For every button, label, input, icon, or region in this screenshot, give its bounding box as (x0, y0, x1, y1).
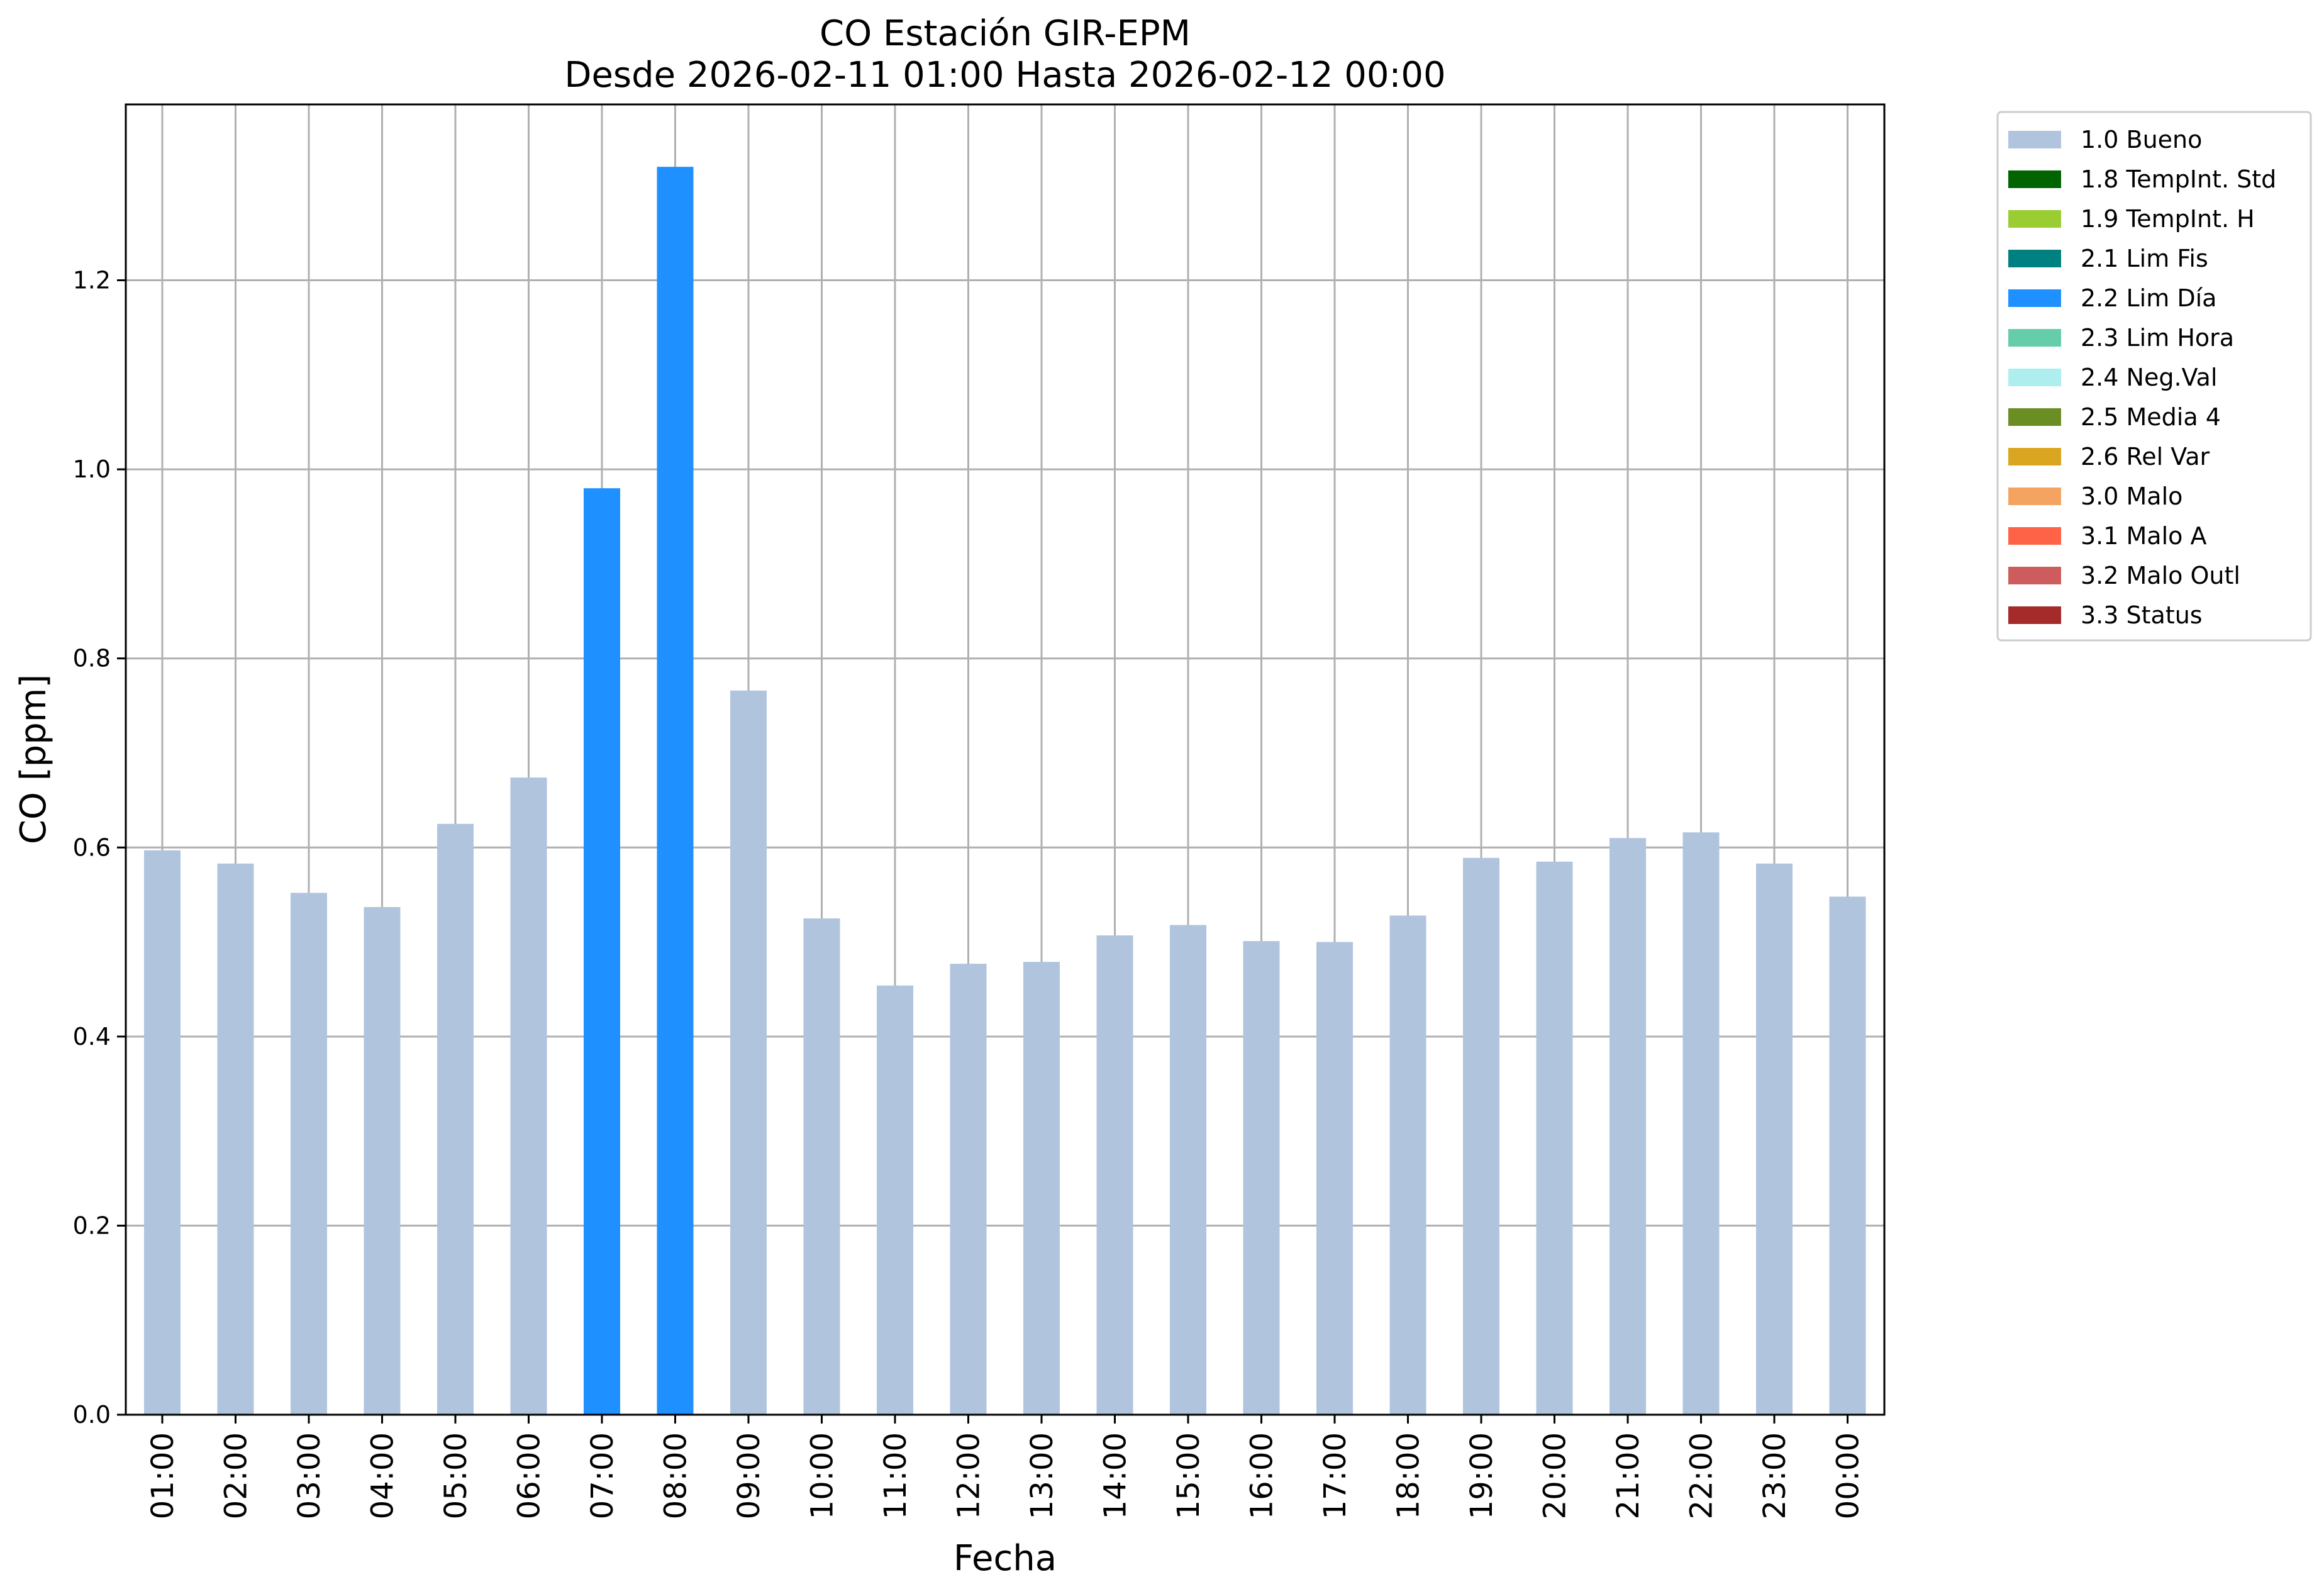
x-tick-label: 02:00 (219, 1432, 254, 1519)
legend-entries: 1.0 Bueno 1.8 TempInt. Std 1.9 TempInt. H 2… (2008, 126, 2276, 629)
legend-swatch (2008, 527, 2061, 545)
x-tick-label: 14:00 (1098, 1432, 1133, 1519)
y-axis-ticks: 0.0 0.2 0.4 0.6 0.8 1.0 1.2 (73, 267, 126, 1429)
legend-swatch (2008, 408, 2061, 426)
legend-label: 2.1 Lim Fis (2081, 245, 2208, 272)
x-tick-label: 13:00 (1025, 1432, 1060, 1519)
bars (144, 167, 1866, 1415)
y-tick-label: 0.0 (73, 1401, 111, 1429)
legend-label: 2.4 Neg.Val (2081, 364, 2217, 391)
legend-label: 2.2 Lim Día (2081, 284, 2216, 312)
legend-label: 1.0 Bueno (2081, 126, 2202, 153)
bar-0500 (437, 823, 474, 1415)
bar-1000 (803, 918, 840, 1415)
x-tick-label: 21:00 (1611, 1432, 1646, 1519)
y-tick-label: 1.0 (73, 455, 111, 483)
bar-0400 (364, 906, 401, 1415)
legend-label: 3.0 Malo (2081, 482, 2182, 510)
plot-frame (125, 103, 1886, 1416)
x-tick-label: 12:00 (952, 1432, 987, 1519)
legend-label: 1.9 TempInt. H (2081, 205, 2255, 233)
x-tick-label: 03:00 (292, 1432, 327, 1519)
bar-0200 (217, 863, 254, 1415)
legend-swatch (2008, 369, 2061, 386)
bar-2200 (1682, 832, 1720, 1415)
legend-swatch (2008, 329, 2061, 347)
x-tick-label: 22:00 (1684, 1432, 1720, 1519)
x-tick-label: 09:00 (731, 1432, 767, 1519)
bar-2300 (1756, 863, 1793, 1415)
bar-0600 (510, 777, 547, 1415)
legend-frame (1996, 111, 2312, 642)
bar-0800 (657, 167, 694, 1415)
bar-1300 (1023, 962, 1060, 1415)
x-tick-label: 20:00 (1538, 1432, 1573, 1519)
bar-1700 (1316, 942, 1353, 1415)
x-tick-label: 19:00 (1464, 1432, 1499, 1519)
y-tick-label: 0.6 (73, 833, 111, 861)
x-tick-label: 17:00 (1318, 1432, 1353, 1519)
bar-0300 (291, 893, 327, 1415)
x-tick-label: 00:00 (1831, 1432, 1866, 1519)
bar-1800 (1389, 915, 1426, 1415)
bar-1200 (950, 964, 987, 1415)
bar-1400 (1096, 935, 1133, 1415)
legend-label: 2.5 Media 4 (2081, 403, 2221, 431)
chart-title-line2: Desde 2026-02-11 01:00 Hasta 2026-02-12 … (564, 55, 1445, 96)
x-tick-label: 08:00 (659, 1432, 694, 1519)
x-axis-label: Fecha (954, 1538, 1057, 1579)
y-tick-label: 0.2 (73, 1212, 111, 1239)
bar-0900 (730, 690, 767, 1415)
y-tick-label: 0.4 (73, 1023, 111, 1051)
x-tick-label: 11:00 (878, 1432, 913, 1519)
x-tick-label: 07:00 (585, 1432, 620, 1519)
y-tick-label: 0.8 (73, 645, 111, 672)
legend: 1.0 Bueno 1.8 TempInt. Std 1.9 TempInt. H 2… (1996, 111, 2312, 642)
bar-1900 (1463, 857, 1499, 1415)
bar-2000 (1536, 861, 1573, 1415)
y-tick-label: 1.2 (73, 267, 111, 294)
bar-1600 (1243, 941, 1280, 1415)
x-tick-label: 04:00 (365, 1432, 401, 1519)
x-tick-label: 06:00 (512, 1432, 547, 1519)
bar-1100 (877, 985, 913, 1415)
legend-swatch (2008, 488, 2061, 505)
bar-0100 (144, 850, 181, 1415)
x-tick-label: 01:00 (145, 1432, 181, 1519)
bar-0000 (1829, 896, 1866, 1415)
legend-swatch (2008, 170, 2061, 188)
legend-swatch (2008, 567, 2061, 584)
bar-0700 (584, 488, 620, 1415)
legend-swatch (2008, 131, 2061, 148)
x-tick-label: 15:00 (1171, 1432, 1206, 1519)
x-tick-label: 05:00 (438, 1432, 474, 1519)
legend-label: 1.8 TempInt. Std (2081, 165, 2276, 193)
legend-label: 3.2 Malo Outl (2081, 562, 2240, 589)
x-tick-label: 10:00 (805, 1432, 840, 1519)
y-axis-label: CO [ppm] (13, 674, 54, 844)
x-axis-ticks: 01:00 02:00 03:00 04:00 05:00 06:00 07:00 08:00… (145, 1415, 1866, 1519)
x-tick-label: 23:00 (1757, 1432, 1793, 1519)
legend-label: 2.6 Rel Var (2081, 443, 2210, 471)
legend-swatch (2008, 250, 2061, 267)
chart-title-line1: CO Estación GIR-EPM (820, 13, 1191, 54)
x-tick-label: 16:00 (1245, 1432, 1280, 1519)
x-tick-label: 18:00 (1391, 1432, 1426, 1519)
legend-label: 3.3 Status (2081, 601, 2203, 629)
legend-swatch (2008, 606, 2061, 624)
bar-2100 (1610, 838, 1646, 1415)
legend-label: 3.1 Malo A (2081, 522, 2206, 550)
legend-swatch (2008, 289, 2061, 307)
legend-label: 2.3 Lim Hora (2081, 324, 2234, 352)
bar-1500 (1170, 925, 1206, 1415)
legend-swatch (2008, 448, 2061, 465)
legend-swatch (2008, 210, 2061, 228)
